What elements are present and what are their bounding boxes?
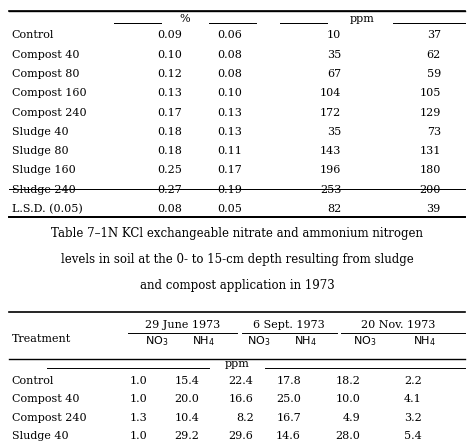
- Text: 104: 104: [320, 88, 341, 98]
- Text: Control: Control: [12, 376, 54, 386]
- Text: 10.0: 10.0: [336, 394, 360, 404]
- Text: 0.18: 0.18: [158, 127, 182, 137]
- Text: Compost 240: Compost 240: [12, 413, 86, 422]
- Text: 29.6: 29.6: [229, 431, 254, 441]
- Text: 0.25: 0.25: [158, 165, 182, 175]
- Text: 15.4: 15.4: [174, 376, 199, 386]
- Text: 8.2: 8.2: [236, 413, 254, 422]
- Text: 143: 143: [320, 146, 341, 156]
- Text: ppm: ppm: [225, 359, 249, 369]
- Text: 73: 73: [427, 127, 441, 137]
- Text: L.S.D. (0.05): L.S.D. (0.05): [12, 204, 82, 214]
- Text: 10.4: 10.4: [174, 413, 199, 422]
- Text: Compost 240: Compost 240: [12, 108, 86, 117]
- Text: 172: 172: [320, 108, 341, 117]
- Text: 16.7: 16.7: [276, 413, 301, 422]
- Text: 196: 196: [320, 165, 341, 175]
- Text: 4.9: 4.9: [343, 413, 360, 422]
- Text: 0.17: 0.17: [217, 165, 242, 175]
- Text: 105: 105: [419, 88, 441, 98]
- Text: 0.08: 0.08: [217, 50, 242, 60]
- Text: 22.4: 22.4: [229, 376, 254, 386]
- Text: 0.27: 0.27: [158, 185, 182, 194]
- Text: Treatment: Treatment: [12, 334, 71, 344]
- Text: Sludge 40: Sludge 40: [12, 127, 68, 137]
- Text: 0.05: 0.05: [217, 204, 242, 214]
- Text: 129: 129: [419, 108, 441, 117]
- Text: 0.10: 0.10: [217, 88, 242, 98]
- Text: 1.0: 1.0: [129, 394, 147, 404]
- Text: 5.4: 5.4: [404, 431, 422, 441]
- Text: 4.1: 4.1: [404, 394, 422, 404]
- Text: 39: 39: [427, 204, 441, 214]
- Text: Compost 40: Compost 40: [12, 50, 79, 60]
- Text: Compost 160: Compost 160: [12, 88, 86, 98]
- Text: 0.13: 0.13: [217, 108, 242, 117]
- Text: 0.11: 0.11: [217, 146, 242, 156]
- Text: 37: 37: [427, 30, 441, 40]
- Text: %: %: [180, 14, 190, 24]
- Text: ppm: ppm: [349, 14, 374, 24]
- Text: 67: 67: [327, 69, 341, 79]
- Text: 0.12: 0.12: [158, 69, 182, 79]
- Text: 18.2: 18.2: [336, 376, 360, 386]
- Text: Compost 80: Compost 80: [12, 69, 79, 79]
- Text: 253: 253: [320, 185, 341, 194]
- Text: 0.08: 0.08: [217, 69, 242, 79]
- Text: Sludge 40: Sludge 40: [12, 431, 68, 441]
- Text: 0.09: 0.09: [158, 30, 182, 40]
- Text: 17.8: 17.8: [276, 376, 301, 386]
- Text: 82: 82: [327, 204, 341, 214]
- Text: NH$_4$: NH$_4$: [294, 334, 317, 348]
- Text: 2.2: 2.2: [404, 376, 422, 386]
- Text: 131: 131: [419, 146, 441, 156]
- Text: Sludge 80: Sludge 80: [12, 146, 68, 156]
- Text: 0.13: 0.13: [217, 127, 242, 137]
- Text: 6 Sept. 1973: 6 Sept. 1973: [253, 320, 325, 330]
- Text: 25.0: 25.0: [276, 394, 301, 404]
- Text: NH$_4$: NH$_4$: [413, 334, 436, 348]
- Text: NO$_3$: NO$_3$: [246, 334, 270, 348]
- Text: 0.13: 0.13: [158, 88, 182, 98]
- Text: 10: 10: [327, 30, 341, 40]
- Text: 14.6: 14.6: [276, 431, 301, 441]
- Text: 59: 59: [427, 69, 441, 79]
- Text: 0.18: 0.18: [158, 146, 182, 156]
- Text: Sludge 240: Sludge 240: [12, 185, 75, 194]
- Text: 35: 35: [327, 127, 341, 137]
- Text: 180: 180: [419, 165, 441, 175]
- Text: 0.06: 0.06: [217, 30, 242, 40]
- Text: and compost application in 1973: and compost application in 1973: [140, 279, 334, 292]
- Text: 0.17: 0.17: [158, 108, 182, 117]
- Text: 62: 62: [427, 50, 441, 60]
- Text: 1.0: 1.0: [129, 376, 147, 386]
- Text: 20.0: 20.0: [174, 394, 199, 404]
- Text: 29.2: 29.2: [174, 431, 199, 441]
- Text: Control: Control: [12, 30, 54, 40]
- Text: 200: 200: [419, 185, 441, 194]
- Text: 16.6: 16.6: [229, 394, 254, 404]
- Text: 35: 35: [327, 50, 341, 60]
- Text: 20 Nov. 1973: 20 Nov. 1973: [361, 320, 435, 330]
- Text: 1.3: 1.3: [129, 413, 147, 422]
- Text: 0.08: 0.08: [158, 204, 182, 214]
- Text: NO$_3$: NO$_3$: [353, 334, 377, 348]
- Text: levels in soil at the 0- to 15-cm depth resulting from sludge: levels in soil at the 0- to 15-cm depth …: [61, 253, 413, 266]
- Text: Table 7–1N KCl exchangeable nitrate and ammonium nitrogen: Table 7–1N KCl exchangeable nitrate and …: [51, 227, 423, 240]
- Text: 1.0: 1.0: [129, 431, 147, 441]
- Text: NH$_4$: NH$_4$: [192, 334, 215, 348]
- Text: Sludge 160: Sludge 160: [12, 165, 75, 175]
- Text: NO$_3$: NO$_3$: [145, 334, 168, 348]
- Text: 29 June 1973: 29 June 1973: [145, 320, 220, 330]
- Text: 28.0: 28.0: [336, 431, 360, 441]
- Text: 3.2: 3.2: [404, 413, 422, 422]
- Text: Compost 40: Compost 40: [12, 394, 79, 404]
- Text: 0.19: 0.19: [217, 185, 242, 194]
- Text: 0.10: 0.10: [158, 50, 182, 60]
